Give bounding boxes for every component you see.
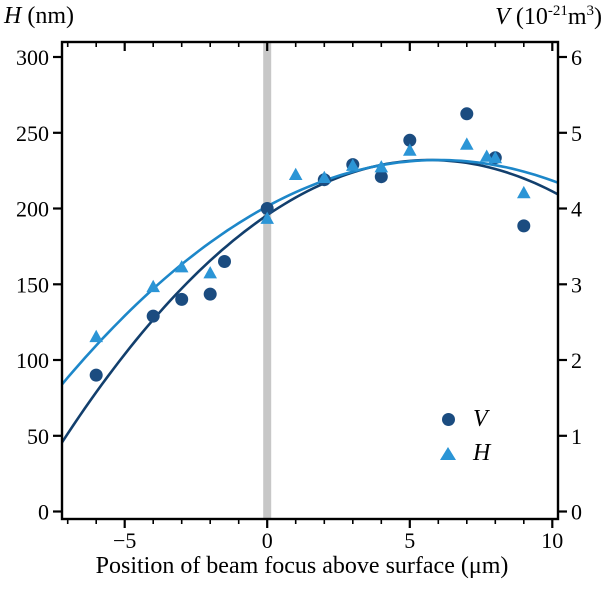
data-point-v [89,368,103,382]
y-right-tick-label: 0 [571,500,582,525]
y-left-tick-label: 200 [16,197,49,222]
legend-item-h: H [436,436,490,470]
data-point-h [479,149,494,162]
data-point-h [403,143,417,156]
data-point-h [288,167,303,180]
data-point-v [460,107,474,121]
legend: V H [436,402,490,470]
left-axis-variable: H [4,3,22,29]
left-axis-units: (nm) [21,3,74,29]
data-point-v [218,255,231,268]
x-tick-label: 0 [262,528,273,553]
plot-frame [60,40,560,521]
y-left-tick-label: 50 [27,424,49,449]
fit-curve-h [61,158,559,386]
data-point-h [146,279,160,293]
right-axis-title: V (10-21m3) [495,3,602,30]
y-right-tick-label: 6 [571,45,582,70]
data-point-v [175,292,189,306]
y-left-tick-label: 250 [16,121,49,146]
data-point-h [488,151,503,164]
data-point-h [517,185,531,199]
legend-item-v: V [436,402,490,436]
data-point-h [374,160,389,173]
y-left-tick-label: 300 [16,45,49,70]
data-point-v [517,219,531,233]
data-point-v [374,170,388,184]
triangle-marker-icon [440,446,456,460]
y-right-tick-label: 4 [571,197,582,222]
x-tick-label: 10 [541,528,563,553]
y-right-tick-label: 2 [571,348,582,373]
y-left-tick-label: 150 [16,272,49,297]
fit-curve-v [60,158,559,444]
y-left-tick-label: 100 [16,348,49,373]
right-axis-variable: V [495,4,510,30]
right-axis-exponent-2: 3 [586,3,595,19]
data-point-v [203,287,217,301]
left-axis-title: H (nm) [4,3,74,30]
data-point-v [146,309,160,323]
data-point-h [260,211,274,224]
x-tick-label: 5 [404,528,415,553]
circle-marker-icon [441,412,455,426]
right-axis-exponent: -21 [547,3,568,19]
data-point-v [403,133,417,147]
data-point-h [203,266,217,279]
data-point-h [89,329,103,343]
y-right-tick-label: 3 [571,272,582,297]
y-left-tick-label: 0 [38,500,49,525]
x-tick-label: −5 [113,528,136,553]
x-axis-title: Position of beam focus above surface (μm… [95,553,509,579]
legend-label-h: H [473,439,491,466]
data-point-h [460,137,474,150]
zero-position-band [263,42,272,519]
legend-label-v: V [473,405,488,432]
data-point-v [260,202,274,215]
y-right-tick-label: 1 [571,424,582,449]
data-point-h [317,170,332,183]
y-right-tick-label: 5 [571,121,582,146]
data-point-h [346,158,360,171]
data-point-h [174,260,189,273]
